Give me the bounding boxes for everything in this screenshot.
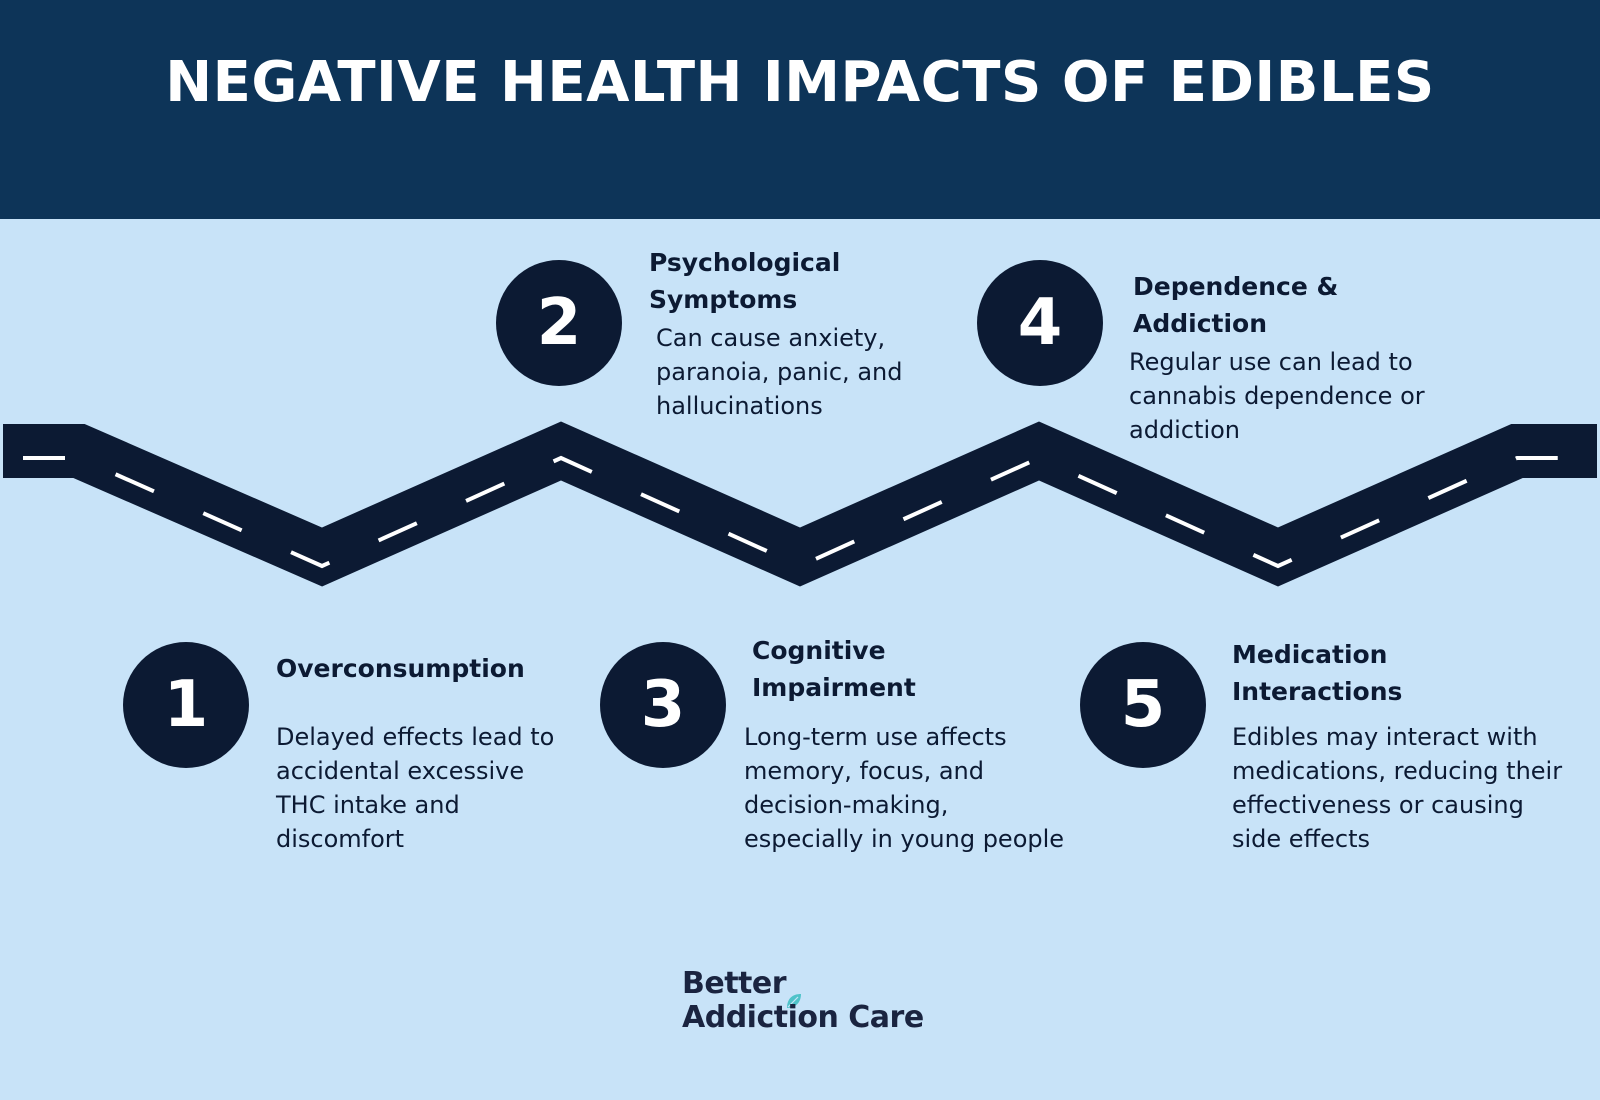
road-band: [3, 421, 1597, 587]
step-2-description: Can cause anxiety, paranoia, panic, and …: [656, 324, 903, 420]
step-3-number-circle: 3: [600, 642, 726, 768]
step-2-heading: Psychological Symptoms: [649, 248, 841, 314]
step-4-heading: Dependence & Addiction: [1133, 272, 1339, 338]
page-title: NEGATIVE HEALTH IMPACTS OF EDIBLES: [165, 50, 1435, 115]
step-1-heading: Overconsumption: [276, 654, 525, 683]
logo-text-line2: Addiction Care: [682, 1000, 924, 1035]
step-2-number-circle: 2: [496, 260, 622, 386]
logo-text-line1: Better: [682, 966, 787, 1001]
step-5-number-circle: 5: [1080, 642, 1206, 768]
step-1-description: Delayed effects lead to accidental exces…: [276, 723, 555, 853]
step-3-heading: Cognitive Impairment: [752, 636, 916, 702]
step-4-number-circle: 4: [977, 260, 1103, 386]
leaf-icon: [787, 994, 801, 1008]
step-3-description: Long-term use affects memory, focus, and…: [744, 723, 1065, 853]
step-1-number-circle: 1: [123, 642, 249, 768]
road-center-dashes: [3, 455, 1597, 569]
header-banner: NEGATIVE HEALTH IMPACTS OF EDIBLES: [0, 0, 1600, 219]
step-4-description: Regular use can lead to cannabis depende…: [1129, 348, 1425, 444]
step-5-heading: Medication Interactions: [1232, 640, 1403, 706]
step-5-description: Edibles may interact with medications, r…: [1232, 723, 1563, 853]
